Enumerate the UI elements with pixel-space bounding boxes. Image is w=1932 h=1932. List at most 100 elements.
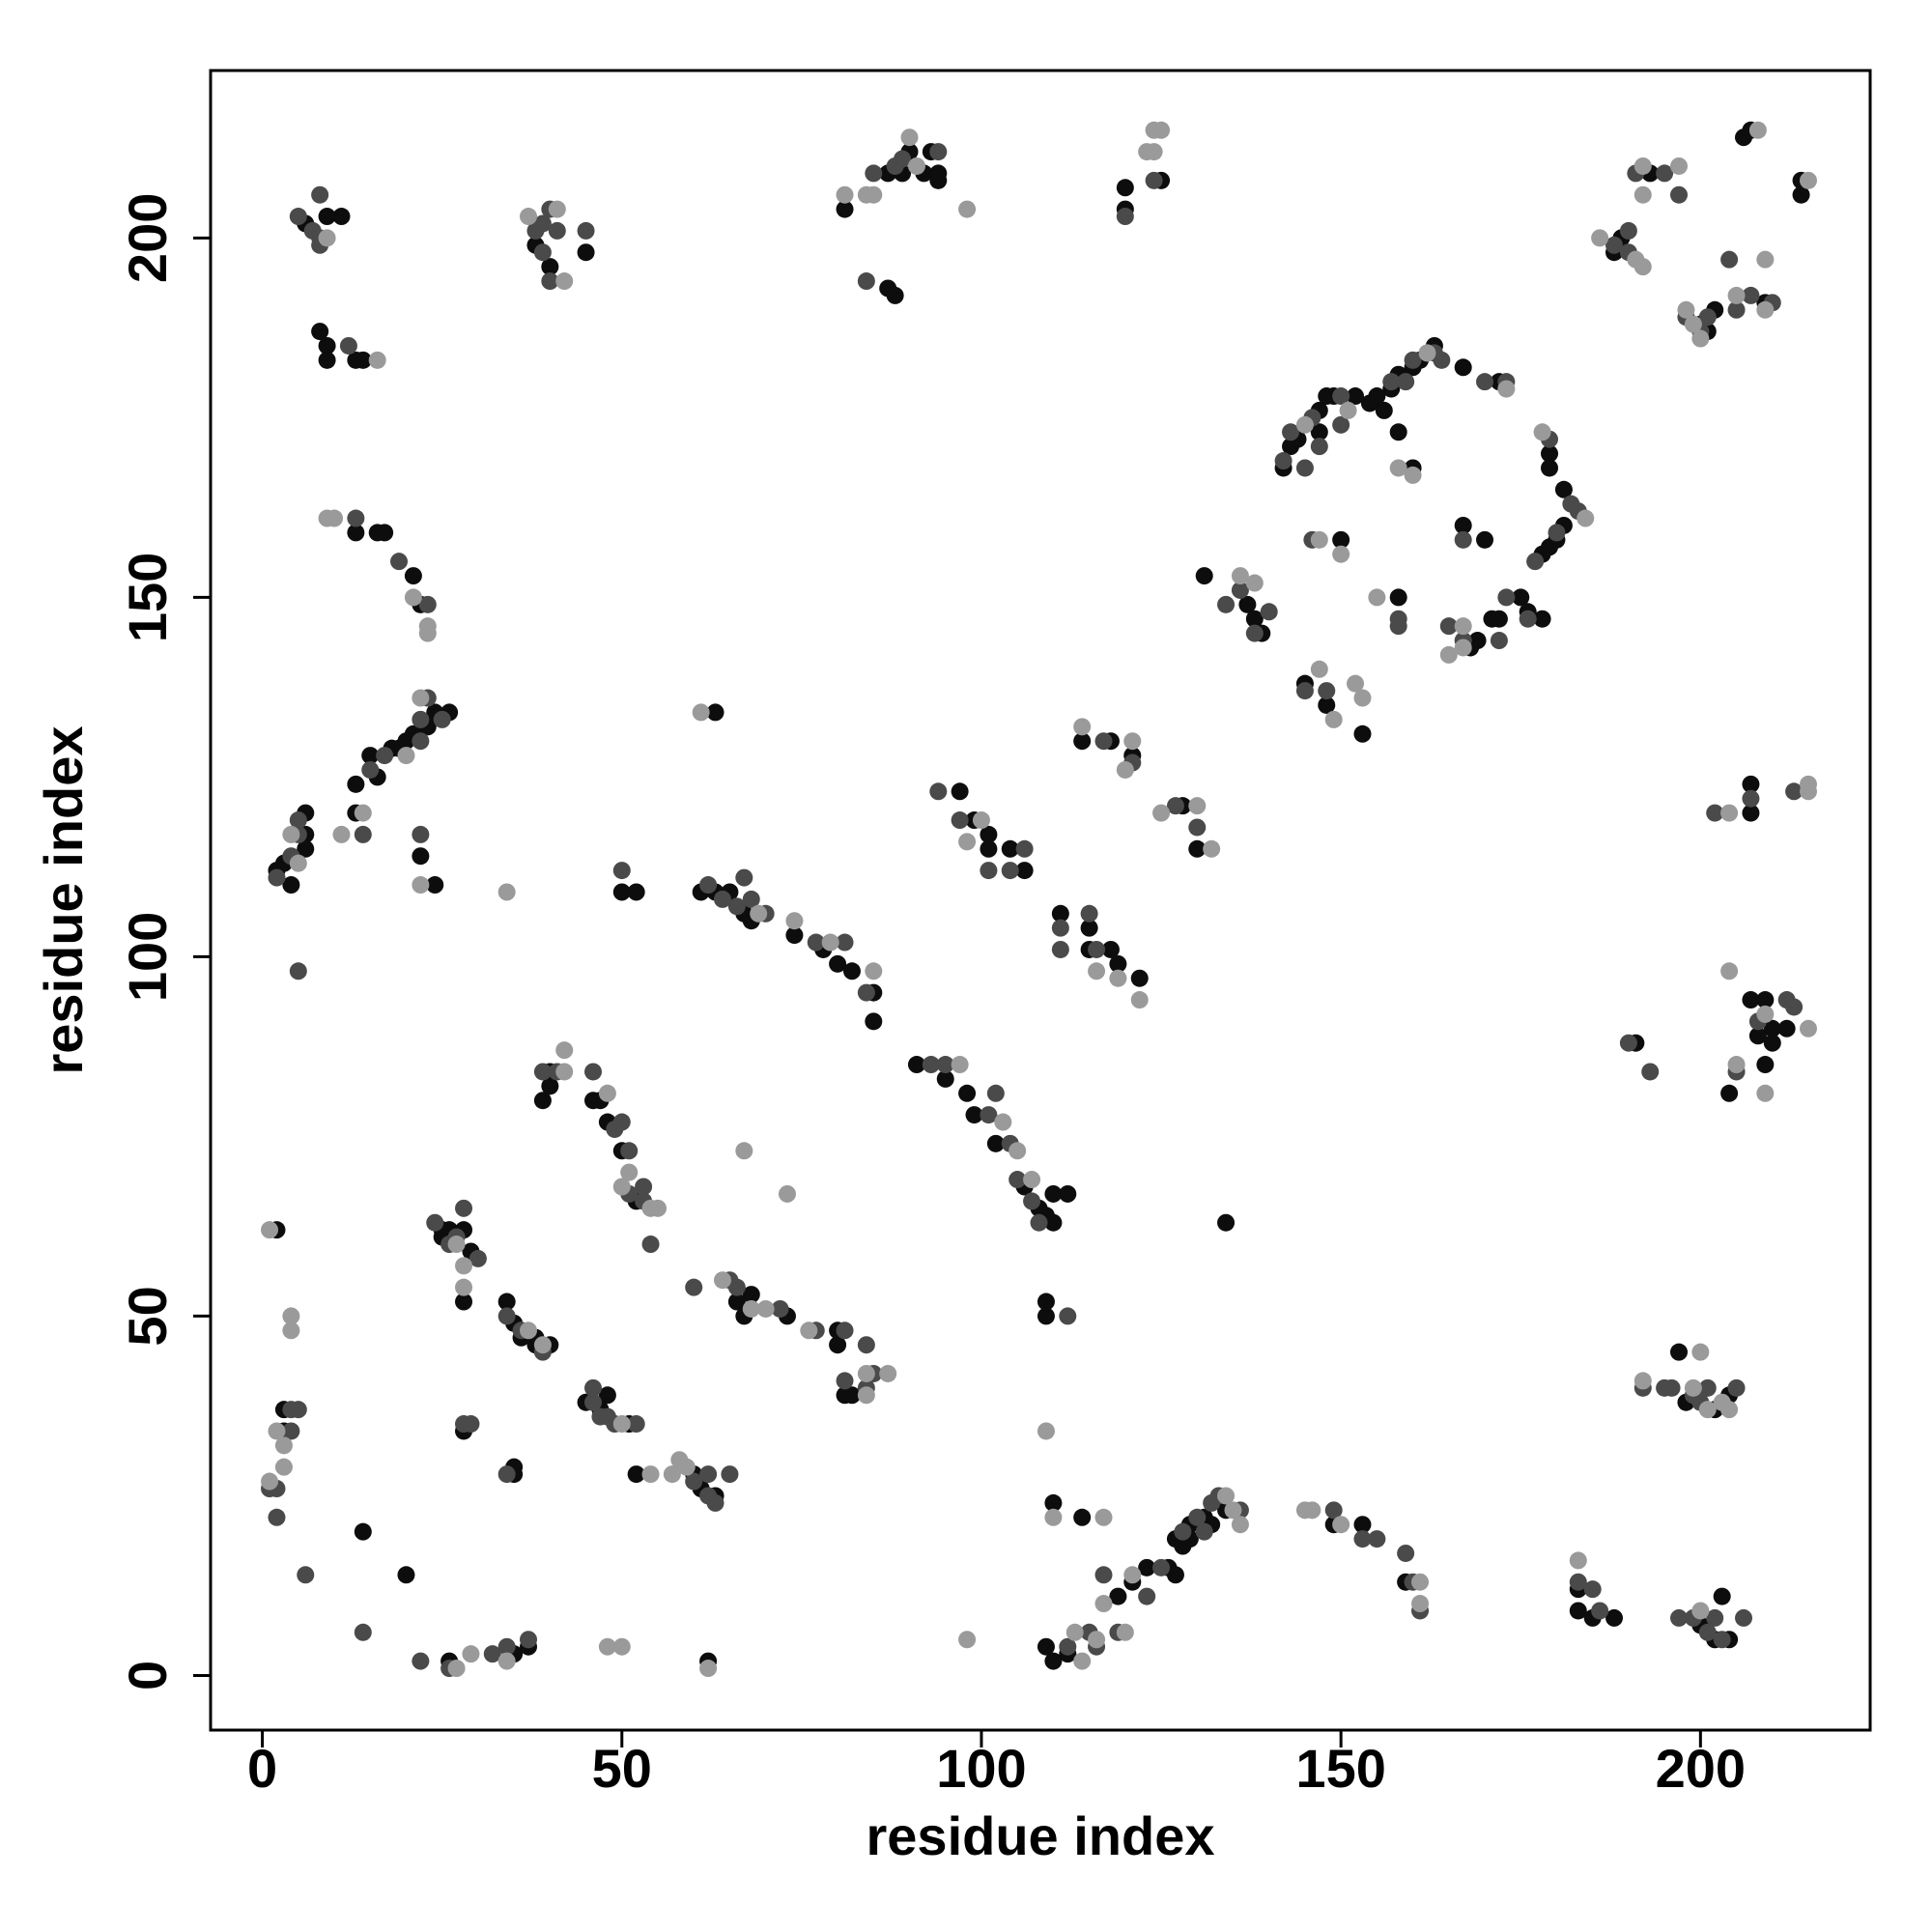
y-tick-label: 200 xyxy=(117,193,178,283)
point xyxy=(426,876,444,895)
point xyxy=(857,1364,875,1382)
point xyxy=(455,1293,473,1311)
point xyxy=(1324,1501,1343,1520)
point xyxy=(1748,121,1767,139)
point xyxy=(548,221,566,240)
point xyxy=(771,1299,789,1318)
point xyxy=(397,1566,415,1584)
point xyxy=(497,1652,516,1670)
point xyxy=(713,1271,731,1290)
point xyxy=(297,839,315,858)
point xyxy=(612,1113,631,1131)
point xyxy=(1706,804,1724,822)
point xyxy=(1347,387,1365,406)
point xyxy=(727,897,746,916)
point xyxy=(836,185,854,204)
point xyxy=(865,185,883,204)
point xyxy=(1080,919,1098,937)
point xyxy=(1756,1056,1775,1074)
point xyxy=(1094,1595,1113,1613)
point xyxy=(1094,1566,1113,1584)
point xyxy=(332,208,351,226)
point xyxy=(929,782,948,801)
point xyxy=(706,1493,724,1512)
point xyxy=(842,962,861,980)
point xyxy=(750,904,768,923)
point xyxy=(1619,1034,1637,1052)
point xyxy=(1669,156,1688,175)
point xyxy=(520,1631,538,1649)
point xyxy=(1497,588,1516,607)
point xyxy=(412,1652,430,1670)
point xyxy=(1332,415,1350,434)
point xyxy=(986,1084,1005,1102)
point xyxy=(685,1472,703,1491)
point xyxy=(354,1522,372,1541)
point xyxy=(1389,423,1407,441)
point xyxy=(533,1092,552,1110)
point xyxy=(1656,164,1674,183)
point xyxy=(497,1465,516,1484)
point xyxy=(1130,991,1149,1009)
point xyxy=(1569,1551,1587,1570)
point xyxy=(958,200,977,218)
point xyxy=(354,351,372,369)
point xyxy=(1777,1019,1796,1037)
point xyxy=(497,1637,516,1656)
point xyxy=(1641,1063,1660,1081)
point xyxy=(721,1465,739,1484)
point xyxy=(1698,1401,1717,1419)
point xyxy=(533,214,552,233)
point xyxy=(497,1307,516,1325)
point xyxy=(1188,1508,1207,1526)
point xyxy=(1742,804,1760,822)
point xyxy=(1324,710,1343,728)
point xyxy=(1454,516,1472,534)
point xyxy=(1310,438,1328,456)
point xyxy=(1353,689,1372,707)
point xyxy=(1145,143,1163,161)
point xyxy=(1375,401,1393,419)
x-tick-label: 100 xyxy=(936,1738,1026,1799)
point xyxy=(1001,862,1019,880)
point xyxy=(1569,1573,1587,1591)
point xyxy=(1310,530,1328,549)
point xyxy=(1720,250,1739,269)
point xyxy=(1411,1595,1430,1613)
point xyxy=(1713,1631,1731,1649)
point xyxy=(577,221,595,240)
point xyxy=(857,1386,875,1405)
point xyxy=(641,1236,660,1254)
point xyxy=(980,1106,998,1124)
point xyxy=(1245,624,1264,642)
point xyxy=(1706,1608,1724,1627)
point xyxy=(1037,1293,1055,1311)
point xyxy=(598,1386,616,1405)
point xyxy=(541,272,559,291)
point xyxy=(1152,121,1171,139)
point xyxy=(1727,1378,1746,1397)
point xyxy=(1454,617,1472,636)
point xyxy=(1742,286,1760,304)
point xyxy=(1634,185,1652,204)
point xyxy=(261,1472,279,1491)
point xyxy=(497,883,516,901)
point xyxy=(368,351,386,369)
point xyxy=(1174,1522,1192,1541)
point xyxy=(598,1637,616,1656)
point xyxy=(361,760,380,779)
point xyxy=(541,1077,559,1095)
point xyxy=(1799,782,1817,801)
point xyxy=(1030,1213,1048,1232)
point xyxy=(1051,919,1069,937)
point xyxy=(612,883,631,901)
point xyxy=(347,775,365,793)
point xyxy=(274,1458,293,1476)
point xyxy=(1231,581,1249,599)
point xyxy=(598,1084,616,1102)
point xyxy=(1763,1034,1781,1052)
point xyxy=(1454,530,1472,549)
point xyxy=(994,1113,1012,1131)
point xyxy=(836,1372,854,1390)
point xyxy=(261,1221,279,1239)
